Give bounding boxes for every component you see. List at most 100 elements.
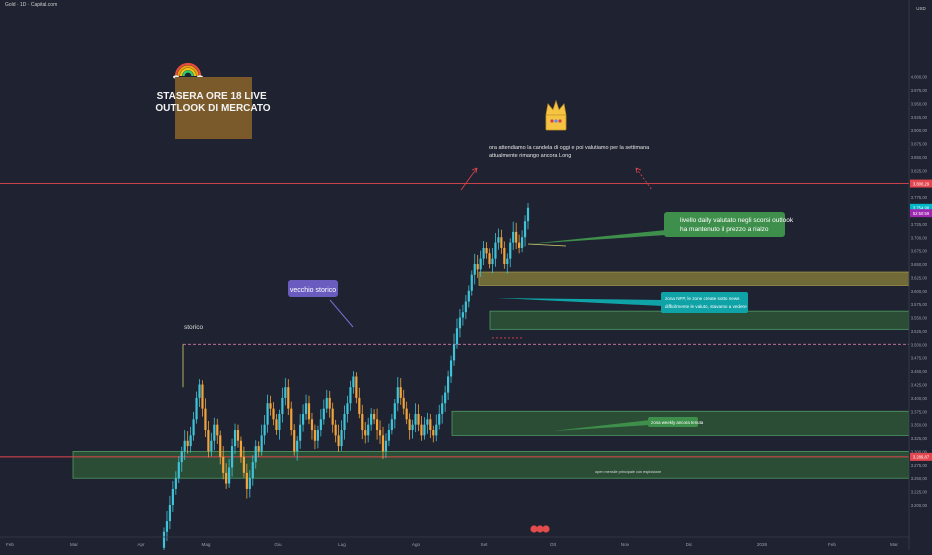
candle-body: [358, 397, 361, 414]
candle-body: [242, 456, 246, 473]
candle-body: [512, 231, 515, 243]
candle-body: [461, 312, 464, 318]
y-tick-label: 3.625,00: [911, 275, 928, 280]
candle-body: [195, 397, 198, 420]
candle-body: [307, 403, 311, 420]
crown-icon: [545, 99, 567, 131]
header-symbol: Gold · 1D · Capital.com: [5, 2, 58, 8]
candle-body: [444, 392, 447, 404]
y-tick-label: 3.975,00: [911, 88, 928, 93]
candle-body: [423, 424, 426, 436]
y-tick-label: 3.300,00: [911, 449, 928, 454]
candle-body: [488, 253, 491, 265]
y-tick-label: 3.950,00: [911, 101, 928, 106]
candle-body: [171, 488, 174, 505]
candle-body: [518, 242, 521, 248]
candle-body: [526, 207, 530, 222]
candle-body: [284, 387, 287, 398]
zone-rect: [72, 451, 910, 479]
candle-body: [464, 301, 467, 313]
candle-body: [523, 221, 527, 238]
candle-body: [381, 435, 385, 452]
candle-body: [429, 419, 432, 431]
candle-body: [446, 376, 450, 393]
y-tick-label: 3.650,00: [911, 262, 928, 267]
candle-body: [225, 472, 228, 484]
y-tick-label: 3.425,00: [911, 383, 928, 388]
candle-body: [174, 478, 177, 489]
price-badge: [910, 209, 932, 218]
nfp-note-line2: difficilmente le valuto, stavamo a veder…: [665, 304, 747, 309]
price-badge-text: 3.800,29: [913, 181, 930, 186]
candle-body: [337, 435, 340, 447]
candle-body: [417, 413, 420, 425]
y-tick-label: 3.675,00: [911, 249, 928, 254]
candle-body: [165, 521, 169, 532]
live-note-line1: STASERA ORE 18 LIVE: [157, 91, 267, 102]
candle-body: [343, 413, 346, 431]
arrow-up-left: [460, 167, 478, 191]
candle-body: [266, 403, 269, 425]
candle-body: [393, 403, 396, 420]
candle-body: [168, 505, 172, 522]
candle-body: [319, 419, 322, 431]
candle-body: [216, 424, 219, 436]
candle-body: [183, 440, 186, 452]
x-tick-label: Dic: [686, 542, 693, 547]
candle-body: [494, 242, 497, 259]
zone-rect: [489, 310, 910, 330]
candle-body: [485, 247, 488, 254]
candle-body: [384, 440, 388, 452]
price-badge-text: 3.289,87: [913, 455, 930, 460]
candle-body: [411, 424, 414, 431]
candle-body: [349, 387, 352, 404]
candle-body: [245, 472, 248, 489]
candle-body: [230, 446, 234, 468]
candle-body: [346, 403, 349, 414]
candle-body: [355, 376, 358, 398]
daily-note-line2: ha mantenuto il prezzo a rialzo: [680, 226, 769, 233]
y-tick-label: 3.775,00: [911, 195, 928, 200]
y-tick-label: 3.725,00: [911, 222, 928, 227]
candle-body: [378, 430, 382, 436]
waiting-note-line2: attualmente rimango ancora Long: [489, 153, 571, 159]
candle-body: [515, 231, 518, 243]
y-tick-label: 3.600,00: [911, 289, 928, 294]
candle-body: [322, 408, 325, 420]
candle-body: [435, 424, 438, 436]
candle-body: [479, 258, 482, 270]
event-icons[interactable]: [530, 525, 550, 533]
x-tick-label: Apr: [137, 542, 145, 547]
candle-body: [278, 413, 281, 431]
live-note-line2: OUTLOOK DI MERCATO: [155, 103, 270, 114]
price-badge-text: 52:50:59: [913, 211, 930, 216]
candle-body: [316, 430, 319, 441]
daily-note-box: [664, 212, 785, 237]
candle-body: [373, 413, 376, 420]
candle-body: [432, 430, 435, 436]
y-tick-label: 3.575,00: [911, 302, 928, 307]
y-tick-label: 3.850,00: [911, 155, 928, 160]
x-tick-label: Ott: [550, 542, 557, 547]
candle-body: [414, 413, 417, 425]
candle-body: [470, 274, 473, 291]
y-tick-label: 3.350,00: [911, 423, 928, 428]
candle-body: [420, 424, 423, 436]
price-badge: [910, 203, 932, 212]
candle-body: [296, 440, 299, 452]
price-axis-panel: [909, 0, 932, 550]
candle-body: [361, 413, 364, 431]
candle-body: [503, 247, 506, 265]
live-note-box: [175, 77, 252, 139]
zone-rect: [478, 271, 910, 286]
y-tick-label: 3.250,00: [911, 476, 928, 481]
candle-body: [408, 419, 411, 431]
candle-body: [210, 440, 213, 452]
candle-body: [520, 237, 524, 248]
x-tick-label: Mag: [202, 542, 211, 547]
x-tick-label: Ago: [412, 542, 421, 547]
candle-body: [204, 408, 207, 431]
vecchio-pointer: [329, 299, 354, 328]
